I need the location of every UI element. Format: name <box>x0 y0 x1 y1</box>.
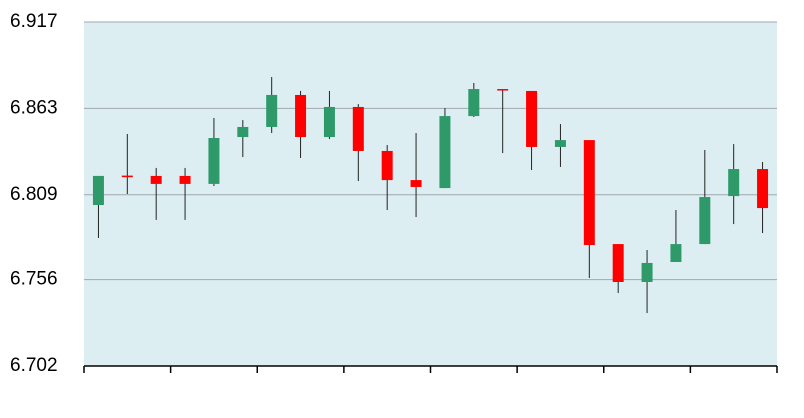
candle-body <box>237 126 249 138</box>
candle-body <box>121 175 133 178</box>
candle-body <box>612 244 624 282</box>
candle-body <box>699 197 711 245</box>
y-tick-label: 6.756 <box>10 269 58 290</box>
candle-body <box>92 175 104 206</box>
candle-body <box>670 244 682 262</box>
y-tick-label: 6.863 <box>10 97 58 118</box>
candle-body <box>728 169 740 197</box>
candle-body <box>757 169 769 209</box>
candle-body <box>526 90 538 147</box>
y-tick-label: 6.917 <box>10 11 58 32</box>
candle-body <box>150 175 162 184</box>
candle-body <box>468 89 480 117</box>
candle-body <box>179 175 191 184</box>
candle-body <box>323 106 335 138</box>
candle-body <box>583 140 595 246</box>
plot-area <box>84 22 777 366</box>
candle-body <box>439 116 451 189</box>
candle-body <box>352 106 364 151</box>
candle-body <box>266 94 278 127</box>
candle-body <box>641 262 653 282</box>
candle-body <box>208 138 220 184</box>
y-tick-label: 6.702 <box>10 355 58 376</box>
y-tick-label: 6.809 <box>10 184 58 205</box>
candle-body <box>295 94 307 138</box>
candle-body <box>554 140 566 147</box>
candle-body <box>410 180 422 187</box>
candle-body <box>381 150 393 181</box>
candle-body <box>497 89 509 91</box>
